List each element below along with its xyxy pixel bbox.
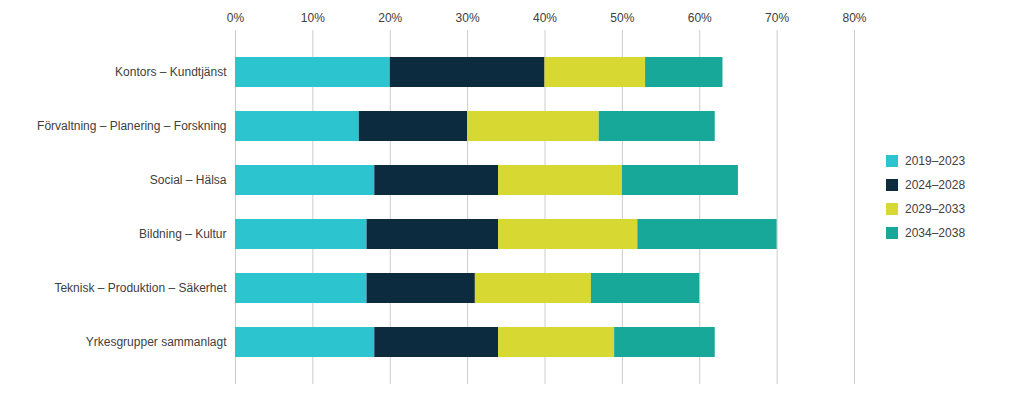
svg-text:80%: 80% [842,11,866,25]
svg-text:Kontors – Kundtjänst: Kontors – Kundtjänst [115,65,227,79]
svg-text:50%: 50% [610,11,634,25]
svg-text:10%: 10% [301,11,325,25]
html-text:2019–2023: 2019–2023 [905,154,966,168]
html-text:2024–2028: 2024–2028 [905,178,966,192]
svg-text:Teknisk – Produktion – Säkerhe: Teknisk – Produktion – Säkerhet [54,281,227,295]
svg-text:40%: 40% [533,11,557,25]
html-text:2029–2033: 2029–2033 [905,202,966,216]
svg-text:30%: 30% [456,11,480,25]
svg-text:Yrkesgrupper sammanlagt: Yrkesgrupper sammanlagt [86,335,227,349]
svg-text:60%: 60% [688,11,712,25]
svg-text:20%: 20% [378,11,402,25]
svg-text:Förvaltning – Planering – Fors: Förvaltning – Planering – Forskning [37,119,226,133]
svg-text:0%: 0% [227,11,245,25]
html-text:2034–2038: 2034–2038 [905,226,966,240]
svg-text:Bildning – Kultur: Bildning – Kultur [139,227,226,241]
svg-text:70%: 70% [765,11,789,25]
svg-text:Social – Hälsa: Social – Hälsa [150,173,227,187]
